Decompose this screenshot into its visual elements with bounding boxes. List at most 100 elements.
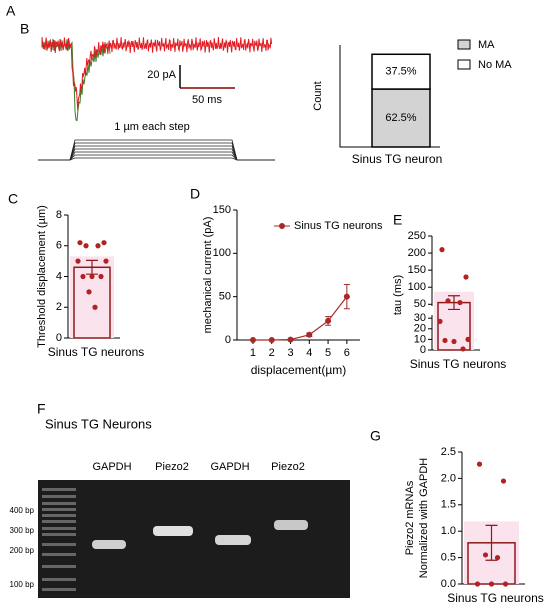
y-axis-label: Normalized with GAPDH: [418, 458, 430, 578]
marker: [249, 337, 256, 343]
y-tick-label: 8: [56, 209, 62, 221]
lane-label: Piezo2: [271, 461, 305, 473]
series-line: [252, 296, 348, 341]
lane-label: Piezo2: [155, 461, 189, 473]
panel-label: F: [37, 401, 46, 417]
ladder-band: [42, 502, 76, 505]
data-point: [95, 243, 101, 249]
data-point: [500, 478, 507, 484]
gel-title: Sinus TG Neurons: [45, 416, 152, 431]
x-tick-label: Sinus TG neurons: [447, 591, 544, 605]
y-axis-label: Threshold displacement (µm): [36, 205, 48, 348]
panel-label: B: [20, 21, 29, 37]
y-tick-label: 2.0: [441, 472, 456, 484]
data-point: [476, 461, 483, 467]
y-axis-label: Count: [312, 81, 324, 110]
y-tick-label: 150: [408, 264, 426, 276]
data-point: [482, 552, 489, 558]
current-trace: [41, 36, 273, 122]
y-tick-label: 10: [414, 333, 426, 345]
data-point: [451, 338, 457, 345]
y-axis-label: tau (ms): [392, 275, 404, 315]
marker: [325, 317, 332, 324]
gel: [38, 480, 350, 598]
data-point: [101, 240, 107, 246]
panel-label: D: [190, 186, 200, 202]
legend-marker: [279, 223, 285, 229]
ladder-band: [42, 508, 76, 511]
data-point: [463, 274, 469, 280]
scale-label: 20 pA: [147, 69, 176, 81]
data-label: 37.5%: [385, 66, 416, 78]
x-tick-label: Sinus TG neurons: [410, 357, 507, 371]
y-tick-label: 6: [56, 240, 62, 252]
ladder-band: [42, 527, 76, 530]
panel-label: A: [6, 3, 16, 19]
panel-label: G: [370, 428, 381, 444]
ladder-band: [42, 520, 76, 523]
x-tick-label: 3: [287, 347, 293, 359]
ladder-band: [42, 533, 76, 536]
legend-label: Sinus TG neurons: [294, 220, 383, 232]
ladder-band: [42, 588, 76, 591]
data-point: [75, 258, 81, 264]
ladder-band: [42, 578, 76, 581]
data-point: [80, 273, 86, 280]
x-axis-label: displacement(µm): [251, 363, 347, 377]
data-point: [502, 581, 509, 587]
scale-label: 50 ms: [192, 94, 222, 106]
data-point: [439, 247, 445, 253]
data-point: [465, 336, 471, 342]
y-tick-label: 2.5: [441, 446, 456, 458]
data-point: [77, 240, 83, 246]
legend-swatch: [457, 39, 471, 50]
y-tick-label: 0: [56, 332, 62, 344]
data-label: 62.5%: [385, 112, 416, 124]
y-tick-label: 0.0: [441, 578, 456, 590]
y-tick-label: 50: [414, 298, 426, 310]
data-point: [474, 581, 481, 587]
ladder-band: [42, 514, 76, 517]
ladder-label: 200 bp: [10, 546, 35, 555]
data-point: [457, 299, 463, 306]
legend-swatch: [457, 59, 471, 70]
ladder-label: 300 bp: [10, 526, 35, 535]
data-point: [83, 243, 89, 249]
data-point: [98, 273, 104, 280]
data-point: [92, 304, 98, 310]
x-tick-label: 6: [344, 347, 350, 359]
y-tick-label: 2: [56, 301, 62, 313]
data-point: [460, 346, 466, 352]
x-tick-label: 5: [325, 347, 331, 359]
step: [38, 154, 275, 161]
x-tick-label: 4: [306, 347, 312, 359]
data-point: [442, 337, 448, 344]
ladder-band: [42, 543, 76, 546]
band: [153, 526, 193, 536]
error-bar: [485, 524, 498, 561]
y-tick-label: 20: [414, 323, 426, 335]
data-point: [445, 298, 451, 304]
y-tick-label: 50: [219, 291, 231, 303]
y-tick-label: 0: [225, 334, 231, 346]
trace-red: [41, 36, 273, 111]
marker: [306, 331, 313, 338]
marker: [268, 337, 275, 343]
data-point: [494, 555, 501, 561]
stimulus-steps: [38, 139, 275, 161]
marker: [343, 293, 350, 300]
y-tick-label: 100: [408, 281, 426, 293]
band: [92, 540, 126, 549]
x-tick-label: 2: [269, 347, 275, 359]
bar-segment: [371, 53, 431, 90]
ladder-band: [42, 495, 76, 498]
ladder-label: 400 bp: [10, 506, 35, 515]
ladder: [42, 488, 76, 591]
lane-label: GAPDH: [92, 461, 131, 473]
data-point: [89, 273, 95, 280]
y-axis-label: Piezo2 mRNAs: [404, 480, 416, 555]
ladder-band: [42, 553, 76, 556]
x-tick-label: Sinus TG neurons: [48, 345, 145, 359]
lane-label: GAPDH: [210, 461, 249, 473]
